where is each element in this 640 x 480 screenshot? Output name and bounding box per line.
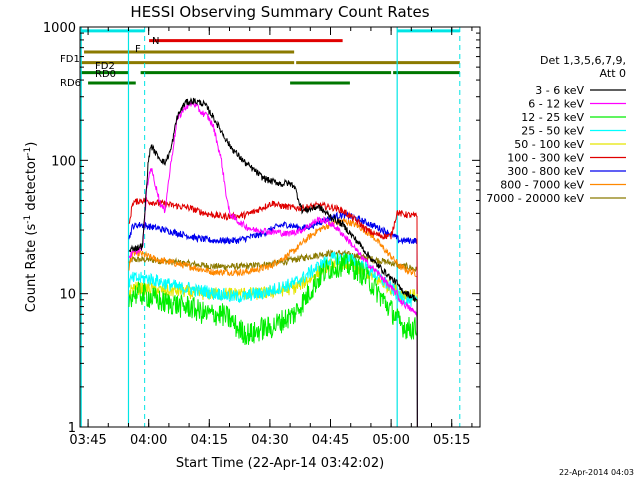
legend-header-line2: Att 0 bbox=[600, 67, 626, 80]
y-tick-label: 10 bbox=[59, 288, 76, 303]
x-tick-label: 03:45 bbox=[69, 433, 106, 448]
x-tick-label: 04:00 bbox=[130, 433, 167, 448]
y-tick-label: 1000 bbox=[43, 21, 76, 36]
y-axis: 1 10 100 1000 bbox=[43, 21, 480, 436]
x-axis: 03:45 04:00 04:15 04:30 04:45 05:00 05:15 bbox=[69, 27, 473, 448]
legend-label: 12 - 25 keV bbox=[521, 111, 584, 124]
legend-label: 7000 - 20000 keV bbox=[486, 192, 584, 205]
flag-label-f: F bbox=[135, 44, 141, 55]
series-lines bbox=[128, 97, 418, 428]
y-tick-label: 100 bbox=[51, 154, 76, 169]
plot-frame bbox=[79, 26, 481, 428]
observing-flags bbox=[81, 29, 460, 85]
series-line-0 bbox=[128, 97, 418, 428]
x-axis-label: Start Time (22-Apr-14 03:42:02) bbox=[176, 456, 384, 471]
series-line-1 bbox=[128, 100, 418, 428]
y-label-sup1: -1 bbox=[23, 215, 33, 224]
flag-boundary-lines bbox=[80, 27, 461, 427]
x-tick-label: 05:00 bbox=[372, 433, 409, 448]
series-line-5 bbox=[128, 196, 418, 428]
flag-label-rd0: RD0 bbox=[95, 69, 116, 80]
y-label-sup2: -1 bbox=[23, 147, 33, 156]
series-line-2 bbox=[128, 253, 418, 428]
flag-label-rd6: RD6 bbox=[60, 78, 81, 89]
legend-label: 800 - 7000 keV bbox=[500, 179, 584, 192]
flag-label-fd2: FD2 bbox=[95, 61, 115, 72]
legend-label: 100 - 300 keV bbox=[507, 152, 584, 165]
chart-title: HESSI Observing Summary Count Rates bbox=[130, 3, 429, 21]
x-tick-label: 05:15 bbox=[433, 433, 470, 448]
x-tick-label: 04:30 bbox=[251, 433, 288, 448]
y-tick-label: 1 bbox=[68, 421, 76, 436]
legend-label: 25 - 50 keV bbox=[521, 125, 584, 138]
y-axis-label: Count Rate (s-1 detector-1) bbox=[23, 142, 39, 313]
series-line-6 bbox=[128, 210, 418, 428]
x-tick-label: 04:45 bbox=[312, 433, 349, 448]
flag-label-n: N bbox=[152, 36, 159, 47]
y-label-part1: Count Rate (s bbox=[24, 224, 39, 313]
flag-label-fd1: FD1 bbox=[60, 54, 80, 65]
x-tick-label: 04:15 bbox=[191, 433, 228, 448]
legend-header-line1: Det 1,3,5,6,7,9, bbox=[540, 54, 626, 67]
y-label-part2: detector bbox=[24, 155, 39, 215]
legend-label: 3 - 6 keV bbox=[535, 84, 584, 97]
series-line-7 bbox=[128, 217, 418, 428]
legend-label: 50 - 100 keV bbox=[514, 138, 584, 151]
series-line-3 bbox=[128, 251, 418, 428]
y-label-part3: ) bbox=[24, 142, 39, 147]
date-stamp: 22-Apr-2014 04:03 bbox=[559, 468, 634, 477]
legend-label: 300 - 800 keV bbox=[507, 165, 584, 178]
legend-label: 6 - 12 keV bbox=[528, 98, 584, 111]
